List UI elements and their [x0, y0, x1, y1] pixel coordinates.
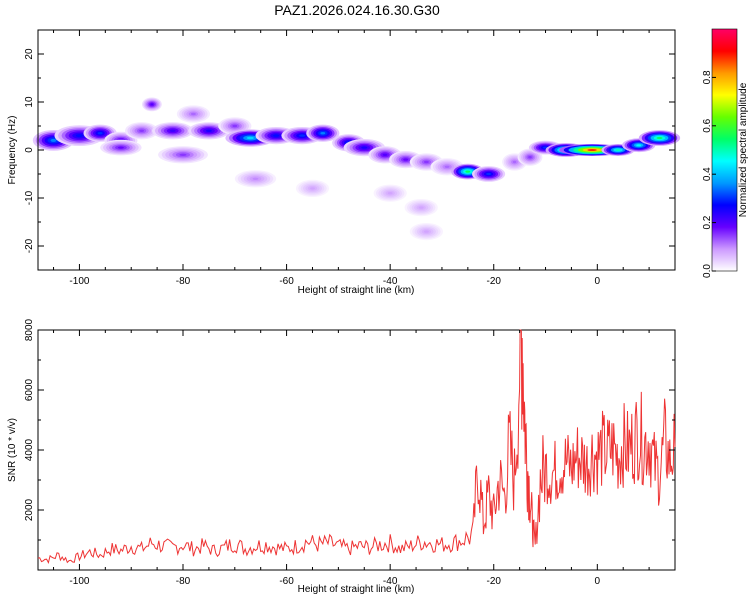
x-tick-label: 0: [595, 576, 601, 587]
snr-y-axis: 2000 4000 6000 8000: [24, 318, 675, 571]
spectrogram-x-label: Height of straight line (km): [298, 285, 415, 296]
spectral-blob: [179, 153, 187, 156]
spectral-blob: [465, 170, 471, 173]
snr-x-label: Height of straight line (km): [298, 584, 415, 595]
spectral-blob: [403, 158, 409, 161]
x-tick-label: -40: [383, 276, 398, 287]
spectral-blob: [273, 134, 280, 137]
y-tick-label: 6000: [24, 378, 35, 401]
spectral-blob: [310, 187, 315, 190]
colorbar-tick-label: 0.2: [702, 215, 713, 229]
spectral-blob: [252, 177, 259, 180]
spectral-blob: [424, 230, 429, 233]
y-tick-label: 20: [24, 48, 35, 60]
y-tick-label: -10: [24, 190, 35, 205]
spectral-blob: [75, 134, 83, 138]
spectral-blob: [387, 192, 393, 195]
spectral-blob: [232, 124, 238, 128]
spectral-blob: [486, 172, 491, 176]
spectrogram-y-axis: -20 -10 0 10 20: [24, 29, 675, 271]
x-tick-label: -60: [279, 576, 294, 587]
snr-series-line: [37, 329, 676, 564]
spectral-blob: [528, 156, 532, 159]
snr-frame: [37, 329, 676, 571]
spectral-blob: [444, 165, 450, 168]
spectral-blob: [361, 146, 368, 149]
spectral-blob: [191, 112, 196, 116]
y-tick-label: 8000: [24, 318, 35, 341]
colorbar-tick-label: 0.4: [702, 167, 713, 181]
x-tick-label: -20: [487, 576, 502, 587]
x-tick-label: -80: [176, 576, 191, 587]
spectral-blob: [615, 149, 621, 151]
colorbar-label: Normalized spectral amplitude: [738, 82, 749, 217]
colorbar: 0.0 0.2 0.4 0.6 0.8 Normalized spectral ampl…: [702, 28, 749, 278]
spectral-blob: [139, 129, 145, 132]
snr-panel: -100 -80 -60 -40 -20 0 2000 4000 6000 8000 Heigh…: [7, 318, 676, 595]
spectral-blob: [656, 136, 663, 140]
x-tick-label: -100: [69, 276, 89, 287]
spectral-blob: [299, 134, 306, 137]
spectral-blob: [636, 144, 642, 147]
colorbar-tick-label: 0.0: [702, 264, 713, 278]
colorbar-tick-label: 0.6: [702, 118, 713, 132]
spectral-blob: [169, 129, 176, 132]
y-tick-label: 4000: [24, 438, 35, 461]
spectrogram-y-label: Frequency (Hz): [7, 116, 18, 185]
spectral-blob: [150, 103, 154, 106]
colorbar-scale: [711, 28, 738, 272]
y-tick-label: -20: [24, 238, 35, 253]
snr-y-label: SNR (10 * v/v): [7, 418, 18, 482]
spectral-blob: [246, 136, 254, 140]
x-tick-label: -20: [487, 276, 502, 287]
y-tick-label: 0: [24, 147, 35, 153]
spectral-blob: [587, 149, 597, 151]
spectrogram-x-axis: -100 -80 -60 -40 -20 0: [53, 30, 676, 287]
x-tick-label: 0: [595, 276, 601, 287]
spectral-blob: [382, 153, 388, 156]
spectral-blob: [50, 138, 57, 142]
x-tick-label: -100: [69, 576, 89, 587]
spectral-blob: [512, 160, 517, 164]
spectrogram-heatmap: [32, 97, 681, 241]
y-tick-label: 10: [24, 96, 35, 108]
colorbar-ticks: 0.0 0.2 0.4 0.6 0.8: [702, 70, 716, 278]
spectral-blob: [424, 160, 429, 164]
y-tick-label: 2000: [24, 498, 35, 521]
spectral-blob: [205, 129, 212, 132]
spectral-blob: [117, 146, 124, 149]
spectral-blob: [418, 206, 424, 209]
snr-x-axis: -100 -80 -60 -40 -20 0: [53, 330, 676, 587]
colorbar-tick-label: 0.8: [702, 70, 713, 84]
spectral-blob: [97, 132, 103, 135]
x-tick-label: -60: [279, 276, 294, 287]
spectral-blob: [320, 132, 326, 135]
x-tick-label: -80: [176, 276, 191, 287]
x-tick-label: -40: [383, 576, 398, 587]
chart-title: PAZ1.2026.024.16.30.G30: [274, 2, 440, 18]
